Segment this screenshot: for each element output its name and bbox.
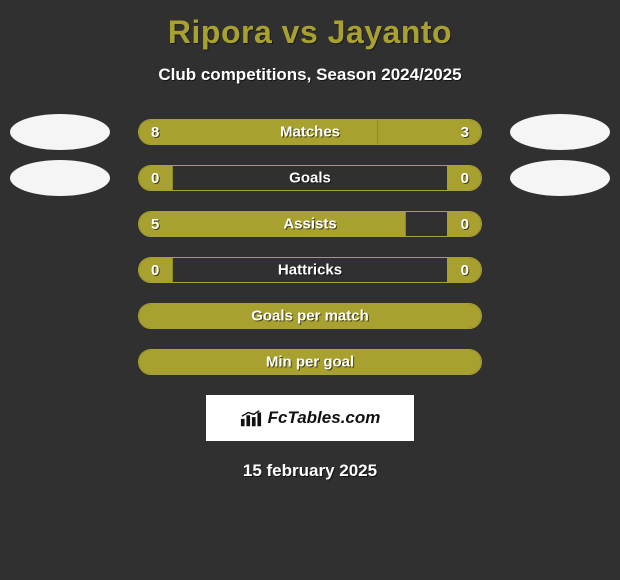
avatar-left: [10, 114, 110, 150]
bar-left: 0: [139, 258, 173, 282]
subtitle: Club competitions, Season 2024/2025: [158, 65, 461, 85]
stat-right-value: 3: [461, 124, 469, 141]
stat-bar: 8 3 Matches: [138, 119, 482, 145]
bar-left: 5: [139, 212, 406, 236]
stat-bar: 0 0 Hattricks: [138, 257, 482, 283]
stat-label: Goals: [289, 170, 331, 187]
stat-label: Hattricks: [278, 262, 342, 279]
stat-label: Goals per match: [251, 308, 369, 325]
stat-row: Goals per match: [0, 303, 620, 329]
stat-label: Matches: [280, 124, 340, 141]
bar-left: 8: [139, 120, 378, 144]
chart-icon: [240, 409, 262, 427]
comparison-card: Ripora vs Jayanto Club competitions, Sea…: [0, 0, 620, 481]
avatar-right: [510, 160, 610, 196]
stats-area: 8 3 Matches 0 0 Goals 5 0 Assists 0 0 Hattricks Goal…: [0, 119, 620, 375]
stat-row: Min per goal: [0, 349, 620, 375]
stat-bar: 0 0 Goals: [138, 165, 482, 191]
vs-text: vs: [282, 14, 319, 50]
stat-right-value: 0: [461, 262, 469, 279]
bar-right: 0: [447, 212, 481, 236]
bar-left: 0: [139, 166, 173, 190]
stat-left-value: 5: [151, 216, 159, 233]
avatar-left: [10, 160, 110, 196]
stat-left-value: 8: [151, 124, 159, 141]
stat-row: 5 0 Assists: [0, 211, 620, 237]
player-left-name: Ripora: [168, 14, 272, 50]
stat-bar: Min per goal: [138, 349, 482, 375]
stat-left-value: 0: [151, 170, 159, 187]
avatar-right: [510, 114, 610, 150]
stat-left-value: 0: [151, 262, 159, 279]
bar-right: 0: [447, 166, 481, 190]
stat-right-value: 0: [461, 216, 469, 233]
page-title: Ripora vs Jayanto: [168, 14, 452, 51]
stat-row: 0 0 Hattricks: [0, 257, 620, 283]
bar-right: 0: [447, 258, 481, 282]
bar-right: 3: [378, 120, 481, 144]
stat-label: Assists: [283, 216, 336, 233]
player-right-name: Jayanto: [328, 14, 452, 50]
date-text: 15 february 2025: [243, 461, 377, 481]
stat-row: 0 0 Goals: [0, 165, 620, 191]
brand-text: FcTables.com: [268, 408, 381, 428]
stat-bar: 5 0 Assists: [138, 211, 482, 237]
stat-right-value: 0: [461, 170, 469, 187]
stat-bar: Goals per match: [138, 303, 482, 329]
stat-row: 8 3 Matches: [0, 119, 620, 145]
stat-label: Min per goal: [266, 354, 354, 371]
brand-badge[interactable]: FcTables.com: [206, 395, 414, 441]
